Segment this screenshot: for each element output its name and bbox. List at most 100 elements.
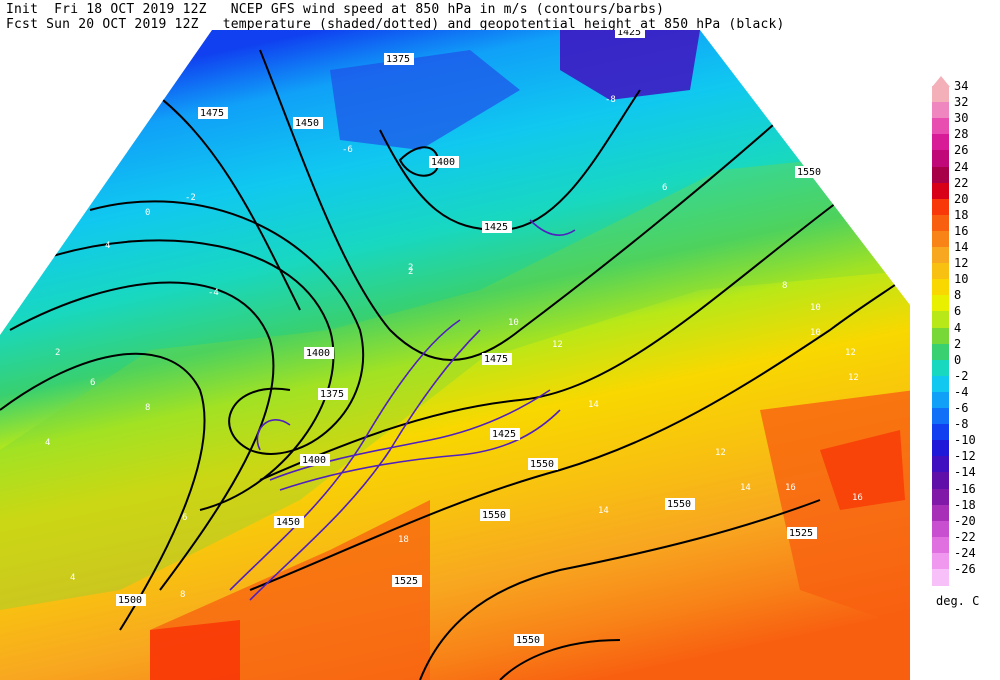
legend-swatch bbox=[932, 440, 949, 457]
legend-units: deg. C bbox=[936, 594, 980, 608]
temperature-labels: -8 -6 -2 0 2 4 6 8 10 12 14 16 -4 2 6 8 … bbox=[45, 95, 863, 600]
svg-text:16: 16 bbox=[852, 493, 863, 503]
svg-text:2: 2 bbox=[408, 267, 413, 277]
cold-pool-norway bbox=[330, 50, 520, 150]
legend-label: 16 bbox=[954, 223, 969, 238]
svg-text:12: 12 bbox=[715, 448, 726, 458]
svg-text:1400: 1400 bbox=[306, 348, 330, 359]
legend-swatch bbox=[932, 134, 949, 151]
legend-label: -14 bbox=[954, 465, 976, 480]
legend-label: -8 bbox=[954, 417, 969, 432]
svg-text:1550: 1550 bbox=[482, 510, 506, 521]
legend-swatch bbox=[932, 488, 949, 506]
svg-text:0: 0 bbox=[145, 208, 150, 218]
legend-label: 30 bbox=[954, 111, 969, 126]
legend-label: 2 bbox=[954, 336, 962, 351]
cold-core-north bbox=[560, 30, 700, 100]
header-line-forecast: Fcst Sun 20 OCT 2019 12Z temperature (sh… bbox=[6, 17, 785, 32]
svg-text:1475: 1475 bbox=[484, 354, 508, 365]
svg-text:4: 4 bbox=[70, 573, 75, 583]
legend-label: -20 bbox=[954, 513, 976, 528]
svg-text:16: 16 bbox=[785, 483, 796, 493]
legend-swatch bbox=[932, 520, 949, 538]
svg-text:1500: 1500 bbox=[118, 595, 142, 606]
legend-swatch bbox=[932, 247, 949, 264]
svg-text:-4: -4 bbox=[208, 288, 219, 298]
geopotential-height-contours bbox=[0, 49, 910, 680]
svg-text:1450: 1450 bbox=[276, 517, 300, 528]
svg-text:2: 2 bbox=[408, 263, 413, 273]
legend-swatch bbox=[932, 424, 949, 441]
legend-swatch bbox=[932, 359, 949, 377]
svg-text:10: 10 bbox=[810, 303, 821, 313]
svg-text:10: 10 bbox=[508, 318, 519, 328]
legend-label: -10 bbox=[954, 433, 976, 448]
svg-text:1375: 1375 bbox=[386, 54, 410, 65]
svg-text:1475: 1475 bbox=[200, 108, 224, 119]
legend-label: 32 bbox=[954, 95, 969, 110]
legend-swatch bbox=[932, 391, 949, 409]
svg-text:1550: 1550 bbox=[516, 635, 540, 646]
svg-text:14: 14 bbox=[588, 400, 599, 410]
legend-swatch bbox=[932, 456, 949, 473]
legend-swatch bbox=[932, 118, 949, 135]
legend-label: 14 bbox=[954, 240, 969, 254]
legend-swatch bbox=[932, 536, 949, 554]
legend-label: 28 bbox=[954, 127, 969, 142]
legend-label: 24 bbox=[954, 159, 969, 174]
legend-swatch bbox=[932, 150, 949, 167]
legend-swatch bbox=[932, 86, 949, 103]
legend-label: 6 bbox=[954, 304, 962, 319]
legend-swatch bbox=[932, 198, 949, 216]
legend-label: -12 bbox=[954, 449, 976, 464]
svg-text:6: 6 bbox=[90, 378, 95, 388]
svg-text:1425: 1425 bbox=[492, 429, 516, 440]
legend-swatch bbox=[932, 166, 949, 184]
legend-label: 22 bbox=[954, 175, 969, 190]
legend-label: -26 bbox=[954, 562, 976, 576]
legend-swatch bbox=[932, 375, 949, 393]
header-line-init: Init Fri 18 OCT 2019 12Z NCEP GFS wind s… bbox=[6, 2, 665, 17]
legend-swatch bbox=[932, 263, 949, 280]
svg-text:1375: 1375 bbox=[320, 389, 344, 400]
legend-swatch bbox=[932, 230, 949, 248]
green-band-atlantic bbox=[0, 150, 910, 610]
legend-label: 26 bbox=[954, 143, 969, 158]
legend-swatch bbox=[932, 311, 949, 328]
warm-core-east bbox=[820, 430, 905, 510]
legend-label: -16 bbox=[954, 481, 976, 496]
svg-text:1550: 1550 bbox=[530, 459, 554, 470]
svg-text:1425: 1425 bbox=[484, 222, 508, 233]
svg-text:1450: 1450 bbox=[295, 118, 319, 129]
legend-swatch bbox=[932, 214, 949, 232]
svg-text:14: 14 bbox=[740, 483, 751, 493]
height-labels: 1425 1375 1475 1450 1400 1425 1550 1475 … bbox=[116, 30, 825, 646]
legend-label: 18 bbox=[954, 207, 969, 222]
svg-text:4: 4 bbox=[45, 438, 50, 448]
svg-text:1550: 1550 bbox=[797, 167, 821, 178]
svg-text:8: 8 bbox=[782, 281, 787, 291]
svg-text:4: 4 bbox=[105, 241, 110, 251]
svg-text:1550: 1550 bbox=[667, 499, 691, 510]
svg-text:8: 8 bbox=[145, 403, 150, 413]
legend-swatch bbox=[932, 102, 949, 119]
temperature-legend: 34 32 30 28 26 24 22 20 18 16 14 12 10 8 6 4 2 0 -2 -4 -6 -8-… bbox=[928, 76, 996, 586]
svg-text:12: 12 bbox=[552, 340, 563, 350]
legend-label: -24 bbox=[954, 545, 976, 560]
legend-label: 10 bbox=[954, 272, 969, 287]
legend-swatch bbox=[932, 408, 949, 425]
legend-swatch bbox=[932, 472, 949, 489]
legend-swatch bbox=[932, 182, 949, 200]
svg-text:-6: -6 bbox=[342, 145, 353, 155]
svg-text:-2: -2 bbox=[185, 193, 196, 203]
weather-map: 1425 1375 1475 1450 1400 1425 1550 1475 … bbox=[0, 30, 910, 680]
legend-swatch bbox=[932, 295, 949, 312]
legend-swatch bbox=[932, 569, 949, 586]
svg-text:18: 18 bbox=[398, 535, 409, 545]
legend-arrow-icon bbox=[932, 76, 950, 87]
legend-swatch bbox=[932, 279, 949, 296]
svg-text:8: 8 bbox=[180, 590, 185, 600]
legend-label: 8 bbox=[954, 288, 962, 303]
svg-text:6: 6 bbox=[662, 183, 667, 193]
svg-text:12: 12 bbox=[848, 373, 859, 383]
